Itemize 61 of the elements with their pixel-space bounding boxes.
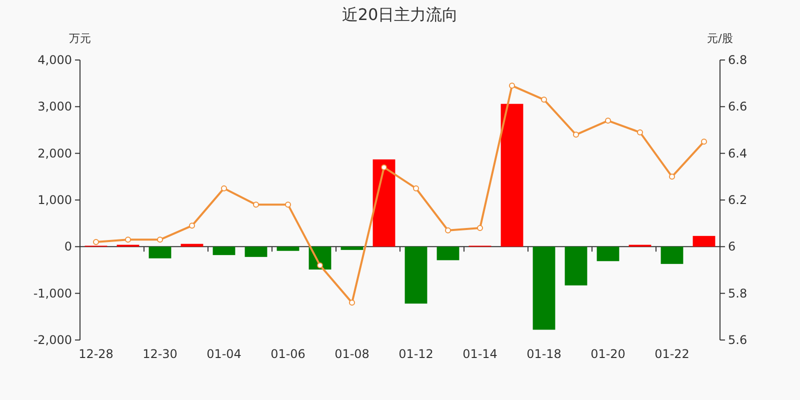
y-tick-label: -2,000 (33, 333, 72, 347)
point (573, 132, 579, 138)
chart-title: 近20日主力流向 (342, 5, 458, 24)
y2-tick-label: 6.8 (728, 53, 748, 67)
bar (404, 246, 428, 304)
y2-tick-label: 5.8 (728, 286, 748, 300)
point (157, 236, 163, 243)
bar (532, 246, 556, 330)
point (125, 236, 131, 243)
y-axis-title: 万元 (69, 32, 91, 45)
point (413, 185, 419, 192)
bar (564, 246, 588, 286)
y-tick-label: 3,000 (38, 100, 72, 114)
point (445, 227, 451, 234)
y-tick-label: 2,000 (38, 146, 72, 160)
point (317, 262, 323, 268)
y2-tick-label: 6 (728, 240, 736, 254)
point (93, 239, 99, 245)
x-tick-label: 01-20 (590, 347, 626, 361)
bar (340, 246, 364, 250)
point (189, 222, 195, 229)
point (221, 185, 227, 192)
x-tick-label: 01-18 (526, 347, 562, 361)
bar (660, 246, 684, 264)
y-tick-label: 4,000 (38, 53, 72, 67)
point (349, 300, 355, 306)
bar (372, 159, 396, 247)
x-tick-label: 01-04 (206, 347, 242, 361)
x-tick-label: 01-08 (334, 347, 370, 361)
bar (212, 246, 236, 256)
point (381, 164, 387, 170)
point (701, 138, 707, 145)
point (637, 129, 643, 136)
bar (244, 246, 268, 257)
x-tick-label: 12-28 (78, 347, 114, 361)
bar (596, 246, 620, 262)
y2-tick-label: 6.2 (728, 193, 748, 207)
bar (692, 236, 716, 247)
point (669, 174, 675, 180)
bar (500, 104, 524, 247)
y-tick-label: 1,000 (38, 193, 72, 207)
x-tick-label: 01-12 (398, 347, 434, 361)
x-tick-label: 12-30 (142, 347, 178, 361)
point (605, 118, 611, 124)
point (477, 225, 483, 231)
point (541, 96, 547, 103)
y2-axis-title: 元/股 (707, 32, 733, 45)
point (285, 202, 291, 208)
y2-tick-label: 5.6 (728, 333, 748, 347)
x-tick-label: 01-14 (462, 347, 498, 361)
y2-tick-label: 6.4 (728, 146, 748, 160)
y-tick-label: 0 (64, 240, 72, 254)
point (509, 82, 515, 89)
y-tick-label: -1,000 (33, 286, 72, 300)
x-tick-label: 01-06 (270, 347, 306, 361)
point (253, 202, 259, 208)
y2-tick-label: 6.6 (728, 100, 748, 114)
bar (276, 246, 300, 251)
x-tick-label: 01-22 (654, 347, 690, 361)
bar (436, 246, 460, 260)
bar (148, 246, 172, 258)
